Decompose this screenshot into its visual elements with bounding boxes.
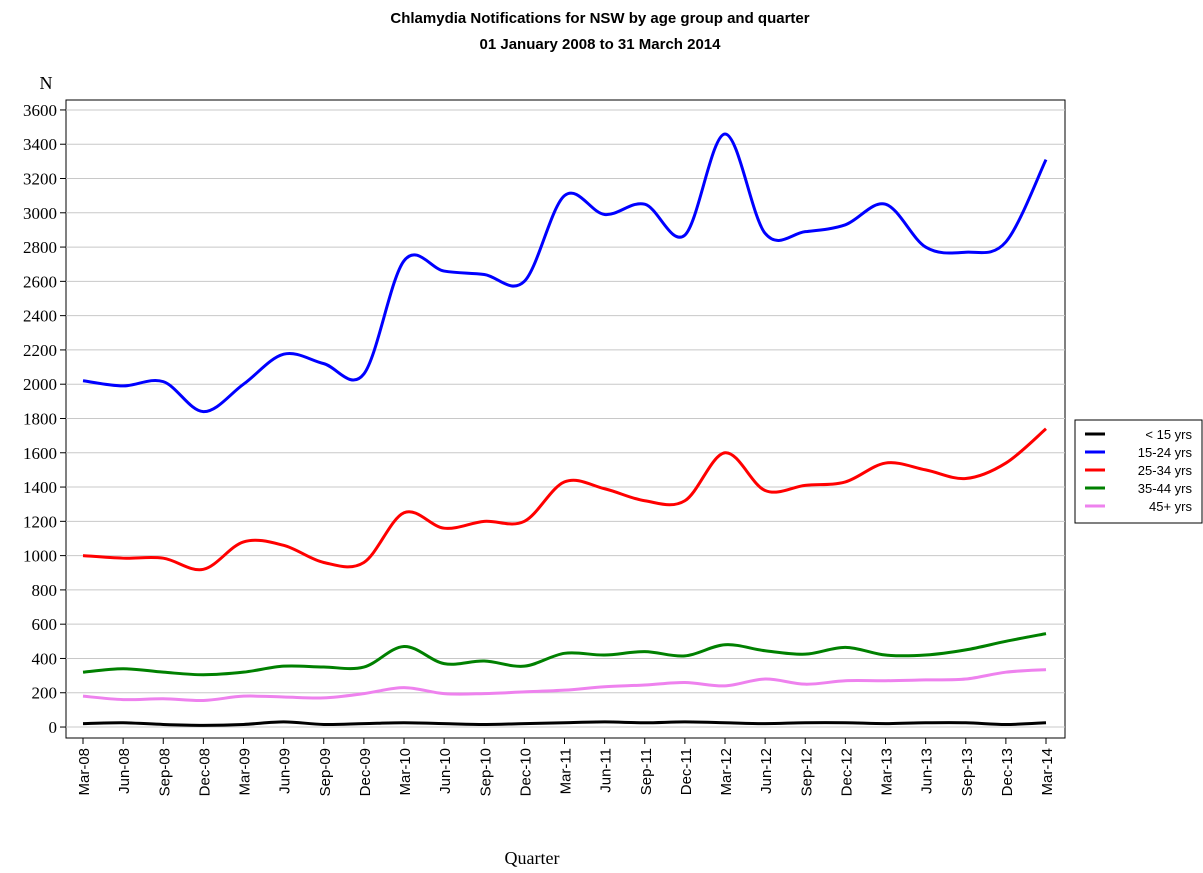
y-tick-label: 2000 [23,375,57,394]
x-tick-label: Jun-13 [919,748,936,794]
y-axis-label: N [40,73,53,93]
y-tick-label: 1600 [23,444,57,463]
y-tick-label: 3400 [23,135,57,154]
y-tick-label: 3600 [23,101,57,120]
x-tick-label: Mar-12 [718,748,735,796]
x-tick-label: Mar-10 [397,748,414,796]
series-line [82,668,1047,703]
x-tick-label: Sep-08 [156,748,173,796]
y-tick-label: 200 [32,684,58,703]
x-tick-label: Sep-12 [798,748,815,796]
y-tick-label: 800 [32,581,58,600]
x-tick-label: Sep-11 [638,748,655,795]
series-line [82,427,1047,572]
y-tick-label: 400 [32,649,58,668]
y-tick-label: 1000 [23,547,57,566]
y-tick-label: 1200 [23,512,57,531]
x-tick-label: Jun-09 [277,748,294,794]
x-tick-label: Dec-08 [196,748,213,796]
y-tick-label: 3000 [23,204,57,223]
y-tick-label: 3200 [23,170,57,189]
x-tick-label: Sep-09 [317,748,334,796]
series-line [82,720,1047,727]
legend-label: 15-24 yrs [1138,445,1193,460]
y-tick-label: 2600 [23,272,57,291]
y-tick-label: 600 [32,615,58,634]
legend-label: 25-34 yrs [1138,463,1193,478]
x-axis-label: Quarter [505,848,560,868]
plot-frame [65,99,1066,739]
x-tick-label: Jun-10 [437,748,454,794]
legend-label: 35-44 yrs [1138,481,1193,496]
series-line [82,632,1047,677]
y-tick-label: 0 [49,718,58,737]
x-tick-label: Mar-14 [1039,748,1056,796]
y-tick-label: 2200 [23,341,57,360]
x-tick-label: Mar-08 [76,748,93,796]
x-tick-label: Dec-10 [517,748,534,796]
legend-label: 45+ yrs [1149,499,1192,514]
x-tick-label: Sep-10 [477,748,494,796]
x-tick-label: Mar-09 [237,748,254,796]
y-tick-label: 2800 [23,238,57,257]
x-tick-label: Dec-11 [678,748,695,795]
chart-title: Chlamydia Notifications for NSW by age g… [390,10,809,27]
x-tick-label: Jun-12 [758,748,775,794]
legend-label: < 15 yrs [1145,427,1192,442]
x-tick-label: Sep-13 [959,748,976,796]
x-tick-label: Dec-12 [838,748,855,796]
y-tick-label: 1400 [23,478,57,497]
x-tick-label: Jun-11 [598,748,615,793]
x-tick-label: Mar-13 [879,748,896,796]
x-tick-label: Mar-11 [558,748,575,794]
x-tick-label: Dec-13 [999,748,1016,796]
chart-subtitle: 01 January 2008 to 31 March 2014 [480,36,722,53]
x-tick-label: Jun-08 [116,748,133,794]
series-line [82,132,1048,414]
y-tick-label: 1800 [23,409,57,428]
y-tick-label: 2400 [23,307,57,326]
x-tick-label: Dec-09 [357,748,374,796]
